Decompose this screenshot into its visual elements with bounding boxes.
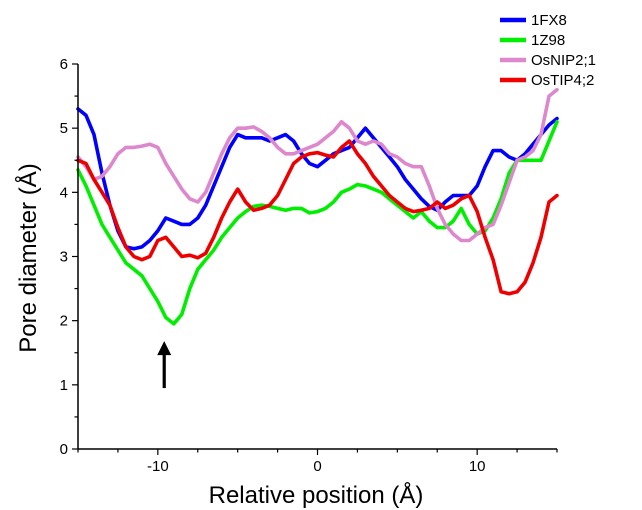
y-tick-label: 5 <box>60 120 68 137</box>
series-line-1fx8 <box>76 107 559 251</box>
y-tick-label: 2 <box>60 313 68 330</box>
annotations <box>157 341 172 389</box>
legend-label: 1Z98 <box>531 32 565 49</box>
legend-label: OsTIP4;2 <box>531 72 594 89</box>
y-tick-label: 3 <box>60 249 68 266</box>
y-tick-label: 0 <box>60 441 68 458</box>
legend: 1FX8 1Z98 OsNIP2;1 OsTIP4;2 <box>500 12 596 89</box>
legend-label: OsNIP2;1 <box>531 52 596 69</box>
y-tick-label: 1 <box>60 377 68 394</box>
series-layer <box>76 87 559 326</box>
series-line-osnip2-1 <box>76 87 559 243</box>
y-tick-label: 4 <box>60 184 68 201</box>
x-tick-label: -10 <box>147 458 169 475</box>
series-line-ostip4-2 <box>76 139 559 296</box>
axes: -10 0 10 0 1 2 3 4 5 6 <box>60 56 558 475</box>
x-tick-label: 0 <box>313 458 321 475</box>
y-tick-label: 6 <box>60 56 68 73</box>
x-tick-label: 10 <box>469 458 486 475</box>
arrow-head <box>157 341 172 356</box>
legend-label: 1FX8 <box>531 12 567 29</box>
x-axis-title: Relative position (Å) <box>209 481 424 509</box>
y-axis-title: Pore diameter (Å) <box>14 163 42 352</box>
